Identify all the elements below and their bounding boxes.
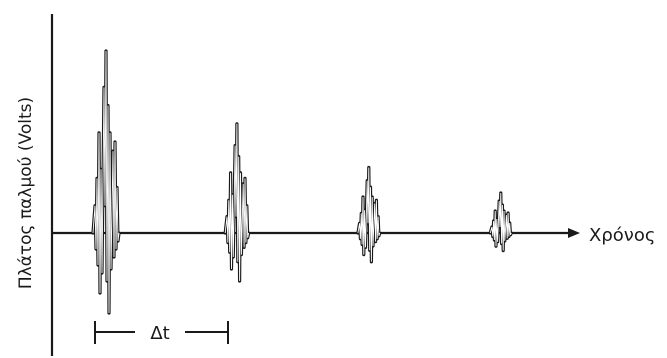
echo-1-waveform-highlight <box>92 50 120 314</box>
echo-4-waveform-highlight <box>489 192 512 251</box>
echo-2-waveform-highlight <box>224 123 250 282</box>
interval-label: Δt <box>150 323 169 344</box>
interval-marker: Δt <box>94 321 229 344</box>
x-axis-label: Χρόνος <box>589 225 655 246</box>
echo-3-waveform-highlight <box>357 167 381 262</box>
pulse-echoes <box>91 49 513 315</box>
x-axis-arrow <box>568 228 580 238</box>
y-axis-label: Πλάτος παλμού (Volts) <box>16 97 36 289</box>
